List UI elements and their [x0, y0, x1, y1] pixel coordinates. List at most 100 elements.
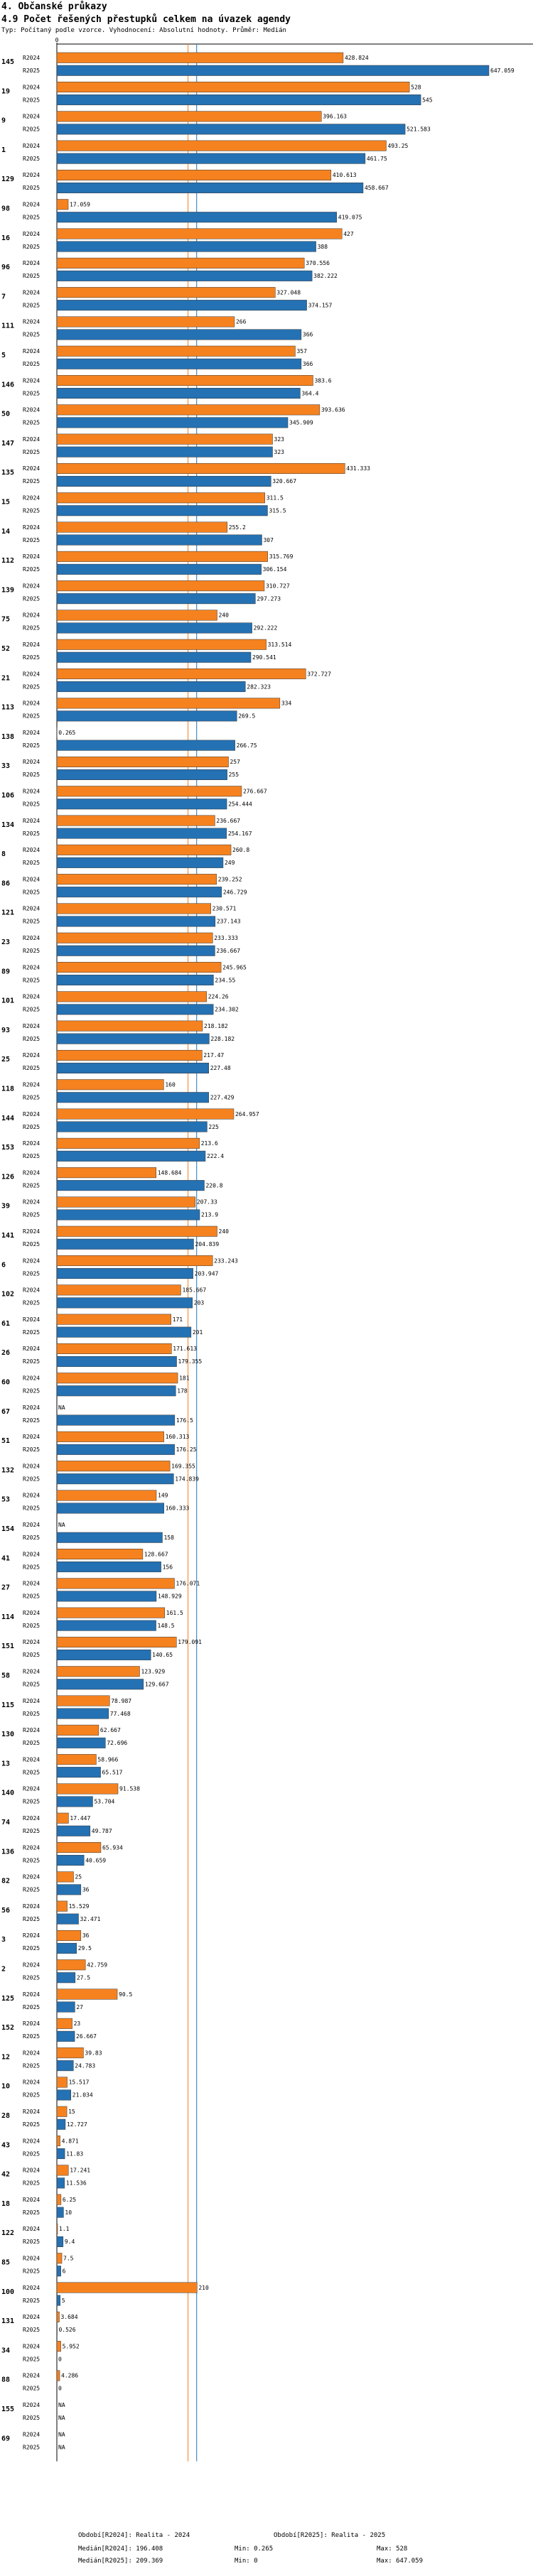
group-label: 155 [1, 2405, 14, 2413]
series-label: R2024 [23, 700, 40, 707]
bar-r2025 [56, 1297, 193, 1309]
group-label: 111 [1, 323, 14, 330]
bar-r2025 [56, 857, 224, 868]
series-label: R2025 [23, 1623, 40, 1629]
series-label: R2025 [23, 1564, 40, 1570]
data-label: 160.313 [166, 1434, 190, 1440]
bar-r2024 [56, 1049, 203, 1061]
bar-r2025 [56, 740, 235, 751]
series-label: R2025 [23, 244, 40, 250]
data-label: 72.696 [107, 1740, 127, 1746]
group-label: 39 [1, 1203, 10, 1211]
data-label: 160.333 [166, 1505, 190, 1512]
bar-r2024 [56, 1431, 164, 1442]
series-label: R2024 [23, 553, 40, 560]
series-label: R2025 [23, 2239, 40, 2245]
bar-r2024 [56, 1871, 74, 1883]
bar-r2025 [56, 2118, 66, 2130]
group-label: 5 [1, 352, 6, 359]
bar-r2024 [56, 2018, 72, 2029]
data-label: 323 [274, 436, 285, 443]
data-label: 174.839 [175, 1476, 199, 1482]
data-label: 313.514 [268, 642, 292, 648]
bar-r2024 [56, 1695, 110, 1706]
group-label: 115 [1, 1701, 14, 1709]
bar-r2024 [56, 2370, 60, 2381]
data-label: 27 [76, 2004, 83, 2011]
data-label: 428.824 [345, 55, 369, 61]
data-label: 249 [225, 860, 235, 866]
bar-r2025 [56, 1767, 101, 1778]
data-label: 148.684 [158, 1169, 182, 1176]
group-label: 135 [1, 469, 14, 477]
series-label: R2025 [23, 1388, 40, 1395]
group-label: 88 [1, 2376, 10, 2384]
group-label: 9 [1, 117, 6, 125]
data-label: 260.8 [232, 847, 249, 853]
data-label-na: NA [58, 2444, 65, 2450]
data-label: 17.447 [70, 1815, 90, 1822]
data-label: 11.83 [66, 2150, 83, 2157]
bar-r2024 [56, 462, 345, 474]
bar-r2024 [56, 1373, 178, 1384]
bar-r2025 [56, 769, 227, 780]
data-label: 176.071 [176, 1581, 200, 1587]
bar-r2024 [56, 1754, 97, 1765]
bar-r2025 [56, 622, 252, 634]
data-label: 257 [230, 759, 240, 765]
data-label: 234.302 [215, 1007, 239, 1013]
series-label: R2025 [23, 2092, 40, 2099]
bar-r2025 [56, 1503, 164, 1514]
bar-r2025 [56, 1150, 206, 1162]
series-label: R2024 [23, 1786, 40, 1792]
series-label: R2024 [23, 348, 40, 355]
data-label: 1.1 [59, 2226, 70, 2232]
series-label: R2025 [23, 156, 40, 162]
bar-r2024 [56, 903, 211, 914]
series-label: R2025 [23, 97, 40, 103]
bar-r2024 [56, 844, 232, 855]
bar-r2025 [56, 1268, 193, 1279]
series-label: R2024 [23, 1991, 40, 1998]
bar-r2025 [56, 2266, 61, 2277]
series-label: R2024 [23, 1610, 40, 1616]
series-label: R2024 [23, 2373, 40, 2379]
series-label: R2024 [23, 465, 40, 472]
bar-r2024 [56, 1988, 118, 2000]
data-label: 179.091 [178, 1639, 202, 1645]
bar-r2024 [56, 404, 321, 416]
data-label: 160 [165, 1082, 176, 1088]
data-label: 4.871 [62, 2138, 79, 2144]
data-label: 4.286 [61, 2373, 78, 2379]
bar-r2025 [56, 388, 301, 399]
series-label: R2024 [23, 1874, 40, 1880]
series-label: R2024 [23, 2109, 40, 2115]
series-label: R2025 [23, 361, 40, 367]
bar-r2024 [56, 2136, 60, 2147]
series-label: R2025 [23, 508, 40, 514]
bar-r2025 [56, 1180, 205, 1191]
data-label-na: NA [58, 1522, 65, 1528]
data-label: 366 [303, 332, 313, 338]
data-label: 6.25 [63, 2197, 76, 2203]
series-label: R2024 [23, 994, 40, 1000]
data-label: 78.987 [111, 1698, 131, 1704]
bar-r2025 [56, 593, 256, 605]
bar-r2024 [56, 1137, 200, 1149]
data-label: 383.6 [314, 377, 331, 384]
bar-r2024 [56, 1900, 68, 1912]
data-label: 327.048 [276, 289, 301, 296]
series-label: R2024 [23, 260, 40, 266]
group-label: 139 [1, 586, 14, 594]
data-label: 393.636 [321, 407, 345, 413]
bar-r2024 [56, 2047, 84, 2059]
group-label: 34 [1, 2347, 10, 2354]
group-label: 146 [1, 381, 14, 389]
series-label: R2025 [23, 67, 40, 74]
data-label: 179.355 [178, 1358, 203, 1365]
series-label: R2025 [23, 860, 40, 866]
series-label: R2024 [23, 1287, 40, 1294]
series-label: R2025 [23, 1417, 40, 1424]
bar-r2024 [56, 1079, 164, 1091]
series-label: R2025 [23, 2121, 40, 2128]
